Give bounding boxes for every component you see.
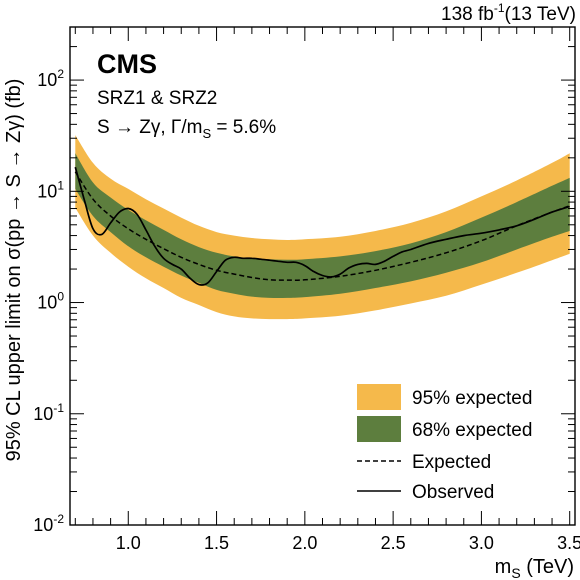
expected-bands xyxy=(75,135,570,320)
legend-swatch-68 xyxy=(357,416,401,442)
legend: 95% expected 68% expected Expected Obser… xyxy=(357,384,532,503)
legend-label-observed: Observed xyxy=(412,482,494,503)
x-tick-label: 3.5 xyxy=(557,533,580,553)
lumi-label: 138 fb-1(13 TeV) xyxy=(441,1,576,25)
model-label: S → Zγ, Γ/mS = 5.6% xyxy=(97,117,276,141)
limit-curves xyxy=(74,166,570,286)
x-axis: 1.0 1.5 2.0 2.5 3.0 3.5 xyxy=(74,27,580,553)
x-tick-label: 2.0 xyxy=(292,533,317,553)
experiment-label: CMS xyxy=(97,49,157,79)
y-axis-title: 95% CL upper limit on σ(pp → S → Zγ) (fb… xyxy=(3,79,25,462)
x-axis-title: mS (TeV) xyxy=(495,556,574,580)
y-tick-label: 10-1 xyxy=(33,401,64,424)
y-tick-label: 100 xyxy=(37,290,64,313)
y-tick-label: 101 xyxy=(37,178,64,201)
legend-swatch-95 xyxy=(357,384,401,410)
region-label: SRZ1 & SRZ2 xyxy=(97,88,217,109)
x-tick-label: 1.0 xyxy=(116,533,141,553)
x-tick-label: 2.5 xyxy=(381,533,406,553)
legend-label-95: 95% expected xyxy=(412,388,532,409)
y-tick-label: 10-2 xyxy=(33,512,64,535)
y-axis: 10-2 10-1 100 101 102 xyxy=(33,26,575,535)
y-tick-label: 102 xyxy=(37,67,64,90)
legend-label-expected: Expected xyxy=(412,452,491,473)
x-tick-label: 1.5 xyxy=(204,533,229,553)
expected-line xyxy=(74,171,570,281)
legend-label-68: 68% expected xyxy=(412,420,532,441)
band-68-expected xyxy=(75,153,570,299)
x-tick-label: 3.0 xyxy=(469,533,494,553)
observed-line xyxy=(74,166,570,286)
